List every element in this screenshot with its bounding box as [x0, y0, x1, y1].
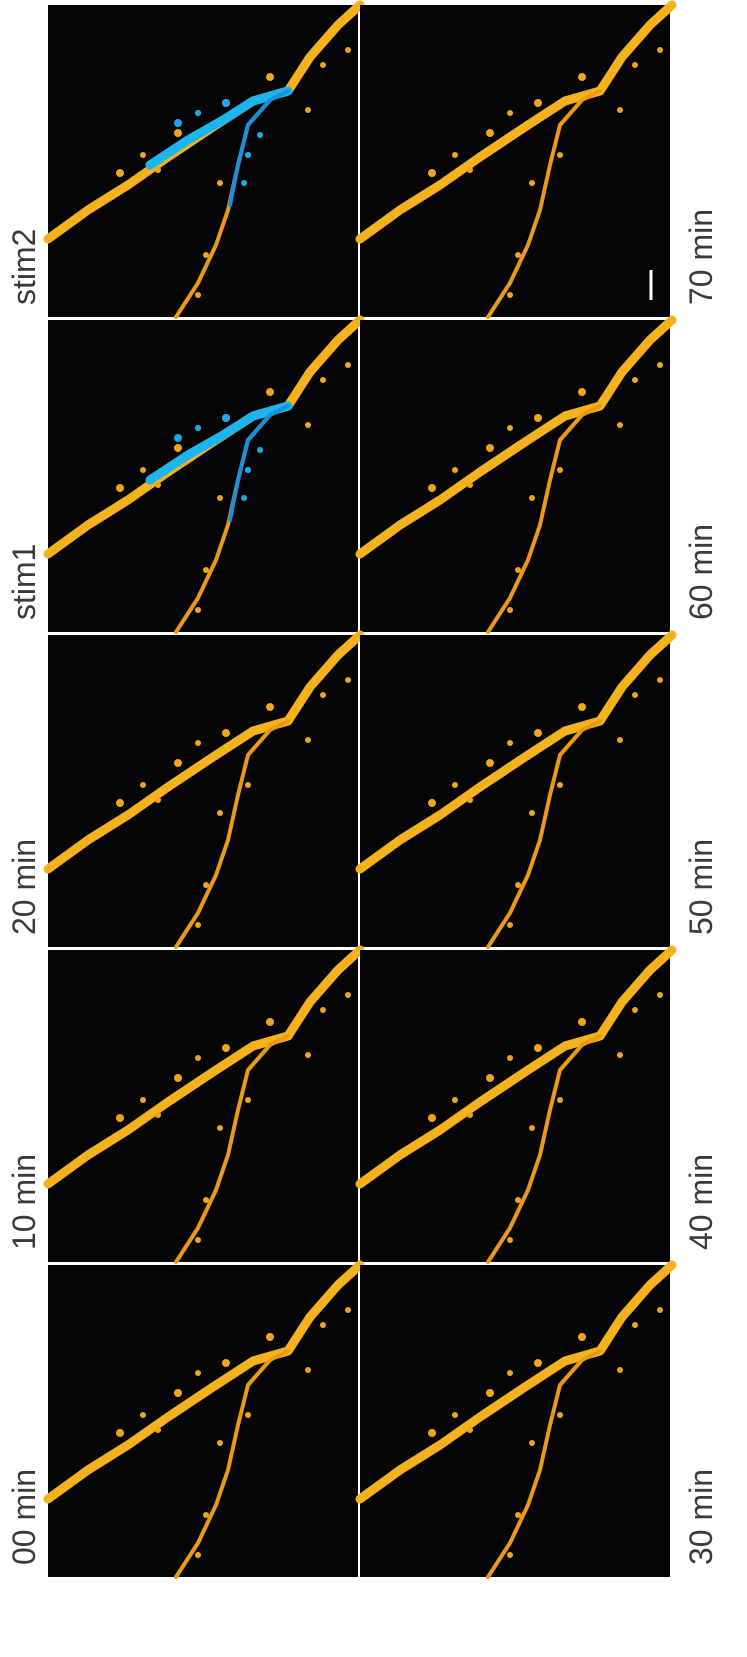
- panel-label: 60 min: [683, 524, 719, 620]
- panel: [360, 5, 672, 317]
- panel-grid: [48, 5, 672, 1577]
- panel-label: 70 min: [683, 209, 719, 305]
- panel-label: stim1: [6, 544, 42, 620]
- panel: [360, 1265, 672, 1577]
- panel-label: 40 min: [683, 1154, 719, 1250]
- panel-label: 20 min: [6, 839, 42, 935]
- panel-label: 30 min: [683, 1469, 719, 1565]
- panel-label: 10 min: [6, 1154, 42, 1250]
- panel-label: 50 min: [683, 839, 719, 935]
- panel: [48, 5, 360, 317]
- panel: [48, 635, 360, 947]
- panel: [360, 635, 672, 947]
- panel: [48, 950, 360, 1262]
- panel: [360, 320, 672, 632]
- panel-label: 00 min: [6, 1469, 42, 1565]
- panel: [48, 320, 360, 632]
- panel: [360, 950, 672, 1262]
- panel-label: stim2: [6, 229, 42, 305]
- panel: [48, 1265, 360, 1577]
